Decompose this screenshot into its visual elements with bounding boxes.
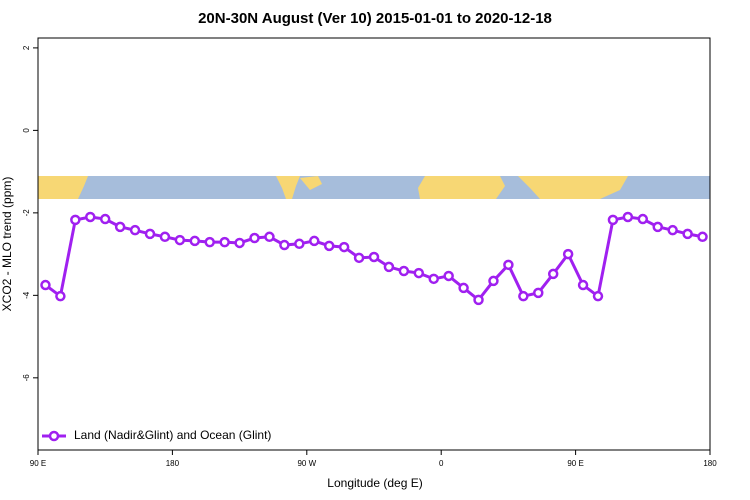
point [398, 265, 410, 277]
point [55, 290, 66, 302]
point [309, 235, 320, 247]
point [383, 261, 395, 273]
x-tick-label: 0 [439, 459, 444, 468]
point [114, 221, 126, 233]
point [518, 290, 529, 302]
point [443, 270, 454, 282]
point [323, 240, 335, 252]
point [70, 214, 81, 226]
point [189, 235, 201, 247]
point [622, 211, 634, 223]
x-tick-label: 180 [703, 459, 717, 468]
point [264, 231, 275, 243]
point [219, 236, 230, 248]
point [40, 279, 51, 291]
point [682, 228, 693, 240]
point [204, 236, 215, 248]
point [488, 275, 499, 287]
point [234, 237, 245, 249]
y-tick-label: -6 [22, 374, 31, 382]
point [592, 290, 604, 302]
y-tick-label: 0 [22, 128, 31, 133]
point [249, 232, 260, 244]
point [353, 252, 365, 264]
y-tick-label: 2 [22, 45, 31, 50]
point [652, 221, 663, 233]
point [667, 224, 678, 236]
chart-title: 20N-30N August (Ver 10) 2015-01-01 to 20… [198, 10, 552, 27]
point [607, 214, 619, 226]
x-tick-label: 180 [166, 459, 180, 468]
x-tick-label: 90 E [30, 459, 46, 468]
point [159, 231, 171, 243]
point [85, 211, 96, 223]
point [99, 213, 111, 225]
point [294, 238, 305, 250]
point [458, 282, 469, 294]
point [368, 251, 380, 263]
point [697, 231, 708, 243]
plot-frame [37, 37, 711, 451]
point [174, 234, 186, 246]
point [637, 213, 649, 225]
point [503, 259, 514, 271]
point [562, 248, 574, 260]
point [577, 279, 589, 291]
x-axis-label: Longitude (deg E) [327, 476, 422, 490]
point [533, 287, 544, 299]
point [413, 267, 425, 279]
legend-marker [48, 430, 60, 442]
y-tick-label: -4 [22, 291, 31, 299]
y-axis-label: XCO2 - MLO trend (ppm) [0, 177, 14, 312]
point [547, 268, 559, 280]
x-tick-label: 90 W [297, 459, 316, 468]
point [279, 239, 290, 251]
point [129, 224, 141, 236]
point [473, 294, 484, 306]
point [144, 228, 156, 240]
y-tick-label: -2 [22, 209, 31, 217]
map-strip [38, 176, 710, 199]
legend-label: Land (Nadir&Glint) and Ocean (Glint) [74, 428, 271, 442]
x-tick-label: 90 E [567, 459, 583, 468]
point [428, 273, 439, 285]
point [338, 241, 350, 253]
